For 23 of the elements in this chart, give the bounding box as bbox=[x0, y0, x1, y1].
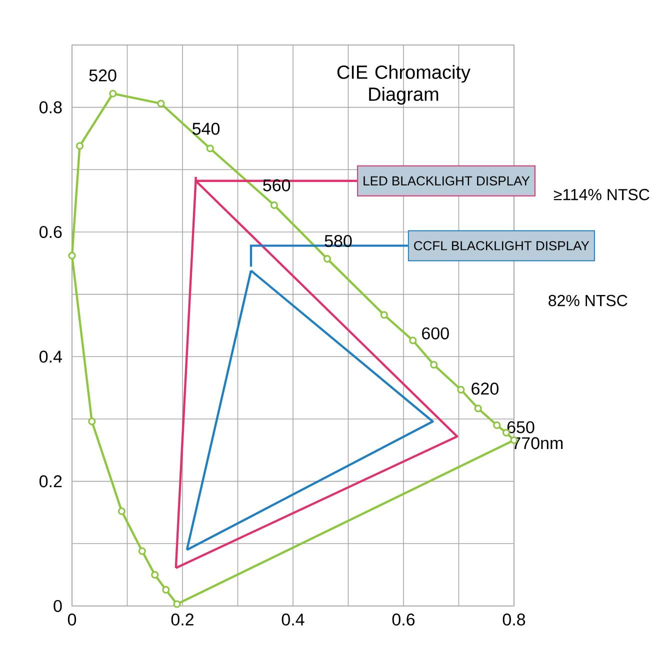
x-tick-label: 0.6 bbox=[392, 614, 415, 626]
annotation: 650 bbox=[507, 421, 534, 434]
x-tick-label: 0.8 bbox=[502, 614, 526, 626]
text: ≥114% NTSC bbox=[554, 188, 650, 200]
y-tick-label: 0 bbox=[54, 600, 62, 612]
annotation: 600 bbox=[422, 327, 449, 340]
annotation: 560 bbox=[263, 179, 290, 192]
y-tick-label: 0.4 bbox=[40, 350, 62, 363]
text: CIE Chromacity Diagram bbox=[337, 64, 470, 105]
y-tick-label: 0.8 bbox=[40, 101, 62, 114]
annotation: 580 bbox=[324, 234, 352, 248]
text: LED BLACKLIGHT DISPLAY bbox=[364, 176, 530, 186]
y-tick-label: 0.6 bbox=[40, 226, 62, 238]
text: 82% NTSC bbox=[548, 294, 628, 306]
x-tick-label: 0 bbox=[68, 614, 76, 626]
annotation: 620 bbox=[472, 382, 498, 395]
x-tick-label: 0.4 bbox=[282, 614, 304, 626]
annotation: 540 bbox=[192, 122, 220, 135]
annotation: 520 bbox=[89, 69, 116, 82]
y-tick-label: 0.2 bbox=[40, 475, 62, 488]
x-tick-label: 0.2 bbox=[171, 614, 194, 626]
annotation: 770nm bbox=[512, 437, 563, 450]
text: CCFL BLACKLIGHT DISPLAY bbox=[414, 241, 590, 250]
